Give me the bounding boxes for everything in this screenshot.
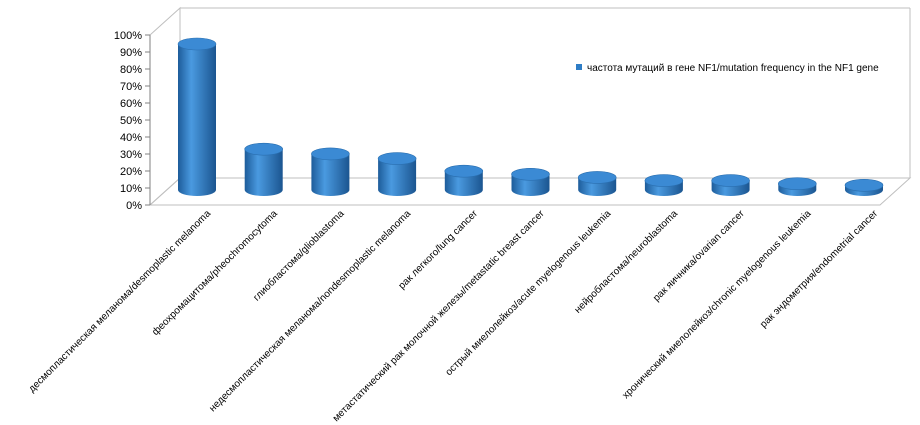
side-wall xyxy=(149,6,181,206)
bar-top xyxy=(511,168,550,181)
bar-top xyxy=(311,147,350,161)
y-tick-label: 80% xyxy=(120,64,142,76)
bar xyxy=(577,171,617,196)
y-axis: 0% 10% 20% 30% 40% 50% 60% 70% 80% 90% 100% xyxy=(114,30,151,212)
legend-label: частота мутаций в гене NF1/mutation freq… xyxy=(587,63,879,74)
bar xyxy=(311,147,350,196)
bar xyxy=(844,178,884,196)
chart-walls xyxy=(148,6,912,206)
legend-swatch xyxy=(576,64,582,70)
x-axis-labels: десмопластическая меланома/desmoplastic … xyxy=(27,207,881,424)
y-tick-label: 90% xyxy=(120,47,142,59)
y-tick-label: 40% xyxy=(120,132,142,144)
bar-top xyxy=(244,142,284,156)
bar xyxy=(177,37,217,196)
bars xyxy=(177,37,884,196)
bar-top xyxy=(711,174,750,187)
bar-body xyxy=(178,43,216,196)
bar xyxy=(777,177,817,196)
x-category-label: нейробластома/neuroblastoma xyxy=(572,207,680,315)
y-tick-label: 50% xyxy=(120,115,142,127)
bar xyxy=(511,168,550,196)
bar-body xyxy=(378,158,417,196)
bar xyxy=(444,164,484,196)
bar-top xyxy=(777,177,817,191)
y-tick-label: 20% xyxy=(120,166,142,178)
y-tick-label: 100% xyxy=(114,30,142,42)
bar-body xyxy=(244,149,283,196)
x-category-label: феохромацитома/pheochromocytoma xyxy=(150,207,281,338)
bar-top xyxy=(377,152,417,165)
y-tick-label: 30% xyxy=(120,149,142,161)
chart-floor xyxy=(148,177,912,206)
bar xyxy=(244,142,284,196)
bar-top xyxy=(177,37,217,51)
y-tick-label: 70% xyxy=(120,81,142,93)
bar-top xyxy=(444,164,484,178)
y-tick-label: 10% xyxy=(120,183,142,195)
legend: частота мутаций в гене NF1/mutation freq… xyxy=(576,63,879,74)
bar-top xyxy=(577,171,617,184)
bar xyxy=(377,152,417,196)
bar-body xyxy=(311,153,350,196)
bar-top xyxy=(844,178,884,192)
bar-top xyxy=(644,174,684,187)
y-tick-label: 60% xyxy=(120,98,142,110)
x-category-label: рак эндометрия/endometrial cancer xyxy=(758,208,880,330)
bar-body xyxy=(444,171,483,196)
bar xyxy=(711,174,750,196)
y-tick-label: 0% xyxy=(126,200,142,212)
bar xyxy=(644,174,684,196)
